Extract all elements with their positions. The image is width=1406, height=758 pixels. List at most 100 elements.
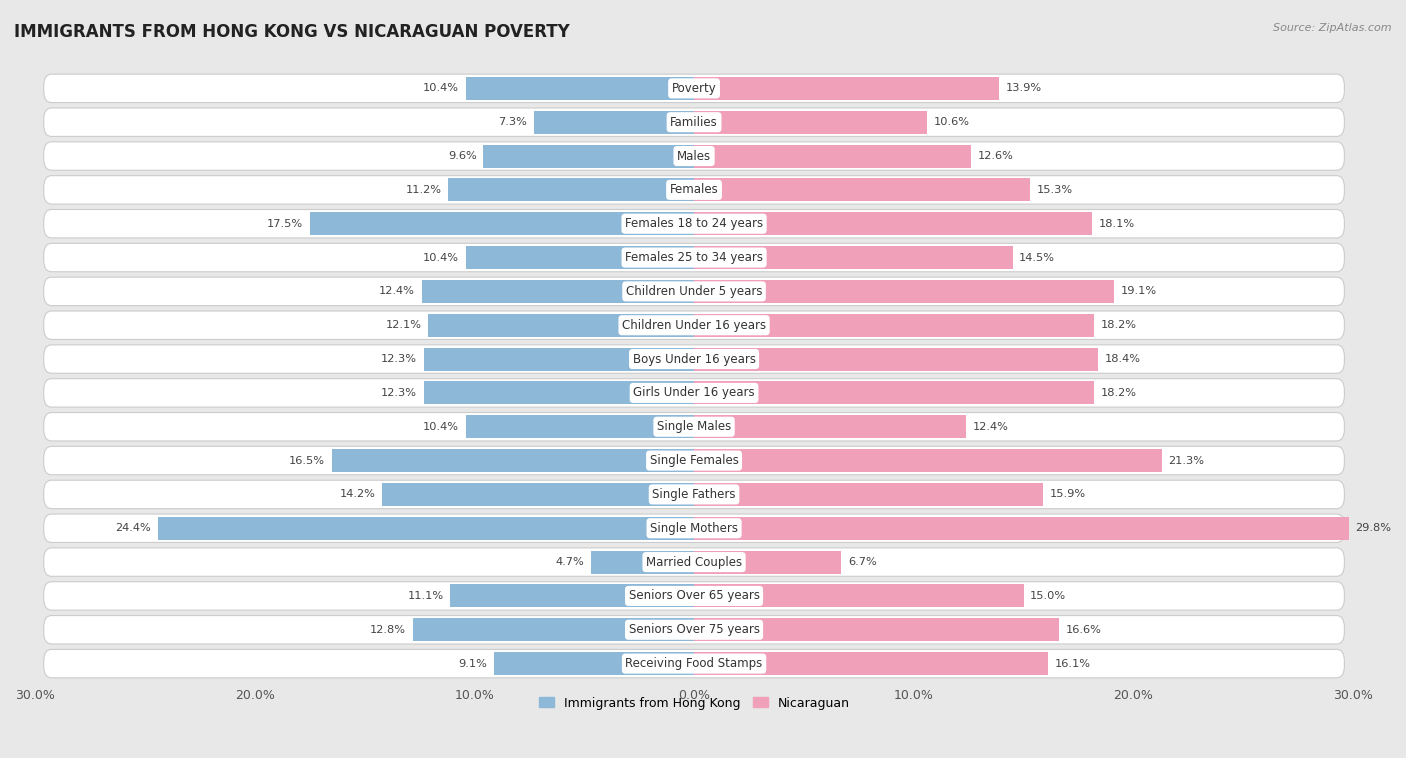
Text: Poverty: Poverty — [672, 82, 717, 95]
FancyBboxPatch shape — [44, 108, 1344, 136]
Bar — [413, 619, 695, 641]
Text: 24.4%: 24.4% — [115, 523, 152, 534]
Text: 12.8%: 12.8% — [370, 625, 406, 634]
FancyBboxPatch shape — [44, 481, 1344, 509]
Bar — [450, 584, 695, 607]
Text: Seniors Over 65 years: Seniors Over 65 years — [628, 590, 759, 603]
Text: Single Mothers: Single Mothers — [650, 522, 738, 534]
Text: Males: Males — [678, 149, 711, 162]
Text: 15.9%: 15.9% — [1050, 490, 1085, 500]
Text: Single Females: Single Females — [650, 454, 738, 467]
Text: 16.6%: 16.6% — [1066, 625, 1101, 634]
Text: 12.3%: 12.3% — [381, 388, 418, 398]
Text: 11.2%: 11.2% — [405, 185, 441, 195]
Text: Females 25 to 34 years: Females 25 to 34 years — [626, 251, 763, 264]
Text: Families: Families — [671, 116, 718, 129]
Text: 6.7%: 6.7% — [848, 557, 876, 567]
FancyBboxPatch shape — [44, 142, 1344, 171]
Text: IMMIGRANTS FROM HONG KONG VS NICARAGUAN POVERTY: IMMIGRANTS FROM HONG KONG VS NICARAGUAN … — [14, 23, 569, 41]
FancyBboxPatch shape — [44, 209, 1344, 238]
Bar — [695, 145, 972, 168]
FancyBboxPatch shape — [44, 311, 1344, 340]
FancyBboxPatch shape — [44, 548, 1344, 576]
Text: 14.2%: 14.2% — [340, 490, 375, 500]
Bar — [695, 619, 1059, 641]
Text: Females: Females — [669, 183, 718, 196]
Text: 12.1%: 12.1% — [385, 320, 422, 330]
FancyBboxPatch shape — [44, 615, 1344, 644]
FancyBboxPatch shape — [44, 277, 1344, 305]
Text: 15.0%: 15.0% — [1031, 591, 1066, 601]
Bar — [449, 178, 695, 202]
Bar — [695, 652, 1047, 675]
Bar — [465, 77, 695, 100]
FancyBboxPatch shape — [44, 446, 1344, 475]
Text: 10.6%: 10.6% — [934, 117, 970, 127]
Bar — [157, 517, 695, 540]
Text: 29.8%: 29.8% — [1355, 523, 1392, 534]
Bar — [422, 280, 695, 303]
Bar — [695, 550, 841, 574]
Bar — [695, 111, 927, 133]
Bar — [423, 348, 695, 371]
Text: 12.4%: 12.4% — [380, 287, 415, 296]
Bar — [695, 280, 1114, 303]
Text: Boys Under 16 years: Boys Under 16 years — [633, 352, 755, 365]
Text: 10.4%: 10.4% — [423, 421, 458, 432]
Text: Children Under 5 years: Children Under 5 years — [626, 285, 762, 298]
Bar — [591, 550, 695, 574]
Text: 4.7%: 4.7% — [555, 557, 585, 567]
Text: Females 18 to 24 years: Females 18 to 24 years — [626, 218, 763, 230]
Bar — [695, 348, 1098, 371]
Bar — [695, 178, 1031, 202]
Text: Single Fathers: Single Fathers — [652, 488, 735, 501]
FancyBboxPatch shape — [44, 379, 1344, 407]
Bar — [429, 314, 695, 337]
Bar — [695, 381, 1094, 405]
FancyBboxPatch shape — [44, 243, 1344, 272]
Text: 12.4%: 12.4% — [973, 421, 1010, 432]
Legend: Immigrants from Hong Kong, Nicaraguan: Immigrants from Hong Kong, Nicaraguan — [533, 691, 855, 715]
Text: Receiving Food Stamps: Receiving Food Stamps — [626, 657, 762, 670]
Bar — [695, 415, 966, 438]
FancyBboxPatch shape — [44, 581, 1344, 610]
Text: Single Males: Single Males — [657, 420, 731, 434]
Bar — [695, 246, 1012, 269]
Text: 9.6%: 9.6% — [447, 151, 477, 161]
Bar — [423, 381, 695, 405]
Text: Married Couples: Married Couples — [645, 556, 742, 568]
Text: 13.9%: 13.9% — [1007, 83, 1042, 93]
Text: 18.4%: 18.4% — [1105, 354, 1140, 364]
Text: 10.4%: 10.4% — [423, 83, 458, 93]
Bar — [695, 517, 1348, 540]
Text: 9.1%: 9.1% — [458, 659, 488, 669]
Text: Seniors Over 75 years: Seniors Over 75 years — [628, 623, 759, 636]
Text: 16.5%: 16.5% — [290, 456, 325, 465]
FancyBboxPatch shape — [44, 412, 1344, 441]
Text: 10.4%: 10.4% — [423, 252, 458, 262]
Text: 19.1%: 19.1% — [1121, 287, 1156, 296]
FancyBboxPatch shape — [44, 176, 1344, 204]
Text: 12.6%: 12.6% — [977, 151, 1014, 161]
Text: 18.2%: 18.2% — [1101, 320, 1136, 330]
Bar — [382, 483, 695, 506]
Bar — [534, 111, 695, 133]
Text: Girls Under 16 years: Girls Under 16 years — [633, 387, 755, 399]
FancyBboxPatch shape — [44, 650, 1344, 678]
Text: 17.5%: 17.5% — [267, 219, 302, 229]
Text: Source: ZipAtlas.com: Source: ZipAtlas.com — [1274, 23, 1392, 33]
Text: 18.2%: 18.2% — [1101, 388, 1136, 398]
Text: 21.3%: 21.3% — [1168, 456, 1205, 465]
Text: 18.1%: 18.1% — [1098, 219, 1135, 229]
Text: Children Under 16 years: Children Under 16 years — [621, 318, 766, 332]
Bar — [695, 449, 1161, 472]
FancyBboxPatch shape — [44, 345, 1344, 373]
Bar — [494, 652, 695, 675]
Bar — [695, 314, 1094, 337]
Text: 15.3%: 15.3% — [1036, 185, 1073, 195]
Bar — [695, 212, 1091, 235]
Bar — [332, 449, 695, 472]
Text: 12.3%: 12.3% — [381, 354, 418, 364]
FancyBboxPatch shape — [44, 514, 1344, 543]
Text: 7.3%: 7.3% — [498, 117, 527, 127]
